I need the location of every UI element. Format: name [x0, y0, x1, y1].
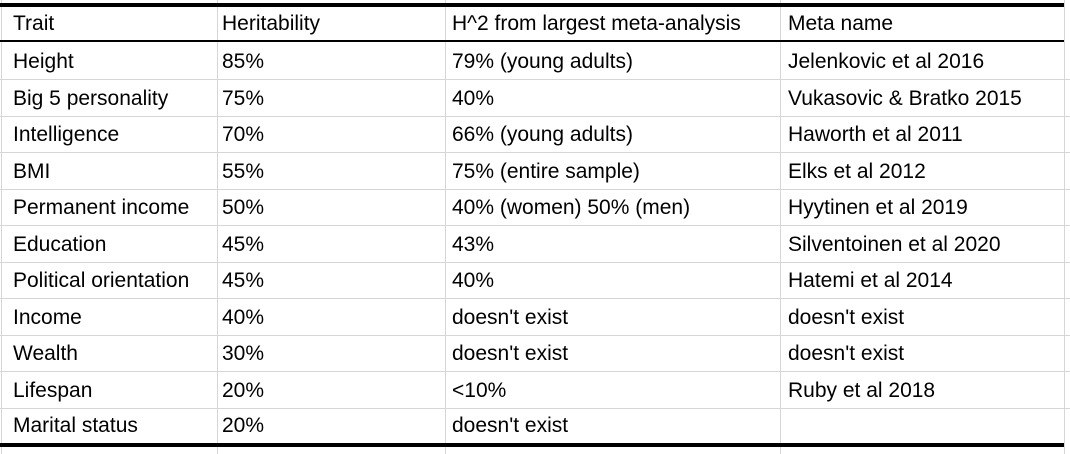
cell-h2-meta[interactable]: 43% — [452, 233, 495, 256]
cell-meta-name[interactable]: Haworth et al 2011 — [788, 123, 963, 146]
cell-meta-name[interactable]: doesn't exist — [788, 342, 905, 365]
cell-meta-name[interactable]: Silventoinen et al 2020 — [788, 233, 1001, 256]
cell-heritability[interactable]: 20% — [222, 414, 265, 437]
gridline-vertical — [780, 0, 781, 454]
cell-heritability[interactable]: 85% — [222, 50, 265, 73]
header-underline-border — [0, 40, 1064, 42]
header-cell-h2-meta[interactable]: H^2 from largest meta-analysis — [452, 12, 741, 35]
gridline-horizontal — [0, 116, 1070, 117]
gridline-horizontal — [0, 225, 1070, 226]
cell-h2-meta[interactable]: <10% — [452, 379, 507, 402]
gridline-vertical — [217, 0, 218, 454]
cell-heritability[interactable]: 45% — [222, 233, 265, 256]
table-row: Permanent income 50% 40% (women) 50% (men)… — [0, 189, 1070, 225]
cell-h2-meta[interactable]: 66% (young adults) — [452, 123, 633, 146]
cell-heritability[interactable]: 30% — [222, 342, 265, 365]
table-row: Income 40% doesn't exist doesn't exist — [0, 298, 1070, 335]
table-row: Lifespan 20% <10% Ruby et al 2018 — [0, 371, 1070, 408]
header-cell-heritability[interactable]: Heritability — [222, 12, 321, 35]
cell-heritability[interactable]: 40% — [222, 306, 265, 329]
gridline-vertical — [1, 0, 2, 454]
cell-heritability[interactable]: 20% — [222, 379, 265, 402]
cell-trait[interactable]: Wealth — [13, 342, 78, 365]
cell-h2-meta[interactable]: 40% (women) 50% (men) — [452, 196, 691, 219]
cell-trait[interactable]: Marital status — [13, 414, 138, 437]
cell-trait[interactable]: Big 5 personality — [13, 87, 169, 110]
cell-heritability[interactable]: 45% — [222, 269, 265, 292]
cell-h2-meta[interactable]: 40% — [452, 269, 495, 292]
cell-h2-meta[interactable]: doesn't exist — [452, 342, 569, 365]
cell-meta-name[interactable]: doesn't exist — [788, 306, 905, 329]
table-bottom-border — [0, 443, 1064, 447]
cell-trait[interactable]: BMI — [13, 160, 51, 183]
gridline-horizontal — [0, 152, 1070, 153]
cell-h2-meta[interactable]: doesn't exist — [452, 306, 569, 329]
table-row: Marital status 20% doesn't exist — [0, 408, 1070, 443]
cell-heritability[interactable]: 70% — [222, 123, 265, 146]
cell-trait[interactable]: Permanent income — [13, 196, 190, 219]
cell-heritability[interactable]: 50% — [222, 196, 265, 219]
cell-h2-meta[interactable]: 40% — [452, 87, 495, 110]
cell-trait[interactable]: Political orientation — [13, 269, 190, 292]
table-row: Big 5 personality 75% 40% Vukasovic & Bratk… — [0, 79, 1070, 116]
cell-meta-name[interactable]: Elks et al 2012 — [788, 160, 926, 183]
gridline-horizontal — [0, 298, 1070, 299]
cell-meta-name[interactable]: Hyytinen et al 2019 — [788, 196, 968, 219]
cell-meta-name[interactable]: Ruby et al 2018 — [788, 379, 936, 402]
gridline-horizontal — [0, 371, 1070, 372]
cell-h2-meta[interactable]: doesn't exist — [452, 414, 569, 437]
table-row: Height 85% 79% (young adults) Jelenkovic et… — [0, 43, 1070, 79]
table-row: Education 45% 43% Silventoinen et al 2020 — [0, 225, 1070, 262]
cell-h2-meta[interactable]: 79% (young adults) — [452, 50, 633, 73]
cell-meta-name[interactable]: Jelenkovic et al 2016 — [788, 50, 985, 73]
table-top-border — [0, 3, 1064, 7]
header-row: Trait Heritability H^2 from largest meta… — [0, 7, 1070, 40]
cell-heritability[interactable]: 55% — [222, 160, 265, 183]
table-row: Wealth 30% doesn't exist doesn't exist — [0, 335, 1070, 371]
cell-h2-meta[interactable]: 75% (entire sample) — [452, 160, 640, 183]
gridline-horizontal — [0, 79, 1070, 80]
cell-heritability[interactable]: 75% — [222, 87, 265, 110]
cell-meta-name[interactable]: Vukasovic & Bratko 2015 — [788, 87, 1022, 110]
gridline-horizontal — [0, 189, 1070, 190]
cell-trait[interactable]: Income — [13, 306, 82, 329]
gridline-horizontal — [0, 335, 1070, 336]
gridline-vertical — [445, 0, 446, 454]
cell-trait[interactable]: Lifespan — [13, 379, 93, 402]
header-cell-meta-name[interactable]: Meta name — [788, 12, 894, 35]
cell-trait[interactable]: Height — [13, 50, 74, 73]
cell-trait[interactable]: Education — [13, 233, 107, 256]
cell-meta-name[interactable]: Hatemi et al 2014 — [788, 269, 953, 292]
gridline-horizontal — [0, 408, 1070, 409]
table-row: Political orientation 45% 40% Hatemi et al … — [0, 262, 1070, 298]
gridline-vertical — [1064, 0, 1065, 454]
cell-meta-name[interactable] — [780, 408, 1070, 443]
cell-trait[interactable]: Intelligence — [13, 123, 120, 146]
header-cell-trait[interactable]: Trait — [13, 12, 55, 35]
table-row: BMI 55% 75% (entire sample) Elks et al 2012 — [0, 152, 1070, 189]
gridline-horizontal — [0, 262, 1070, 263]
table-row: Intelligence 70% 66% (young adults) Haworth… — [0, 116, 1070, 152]
